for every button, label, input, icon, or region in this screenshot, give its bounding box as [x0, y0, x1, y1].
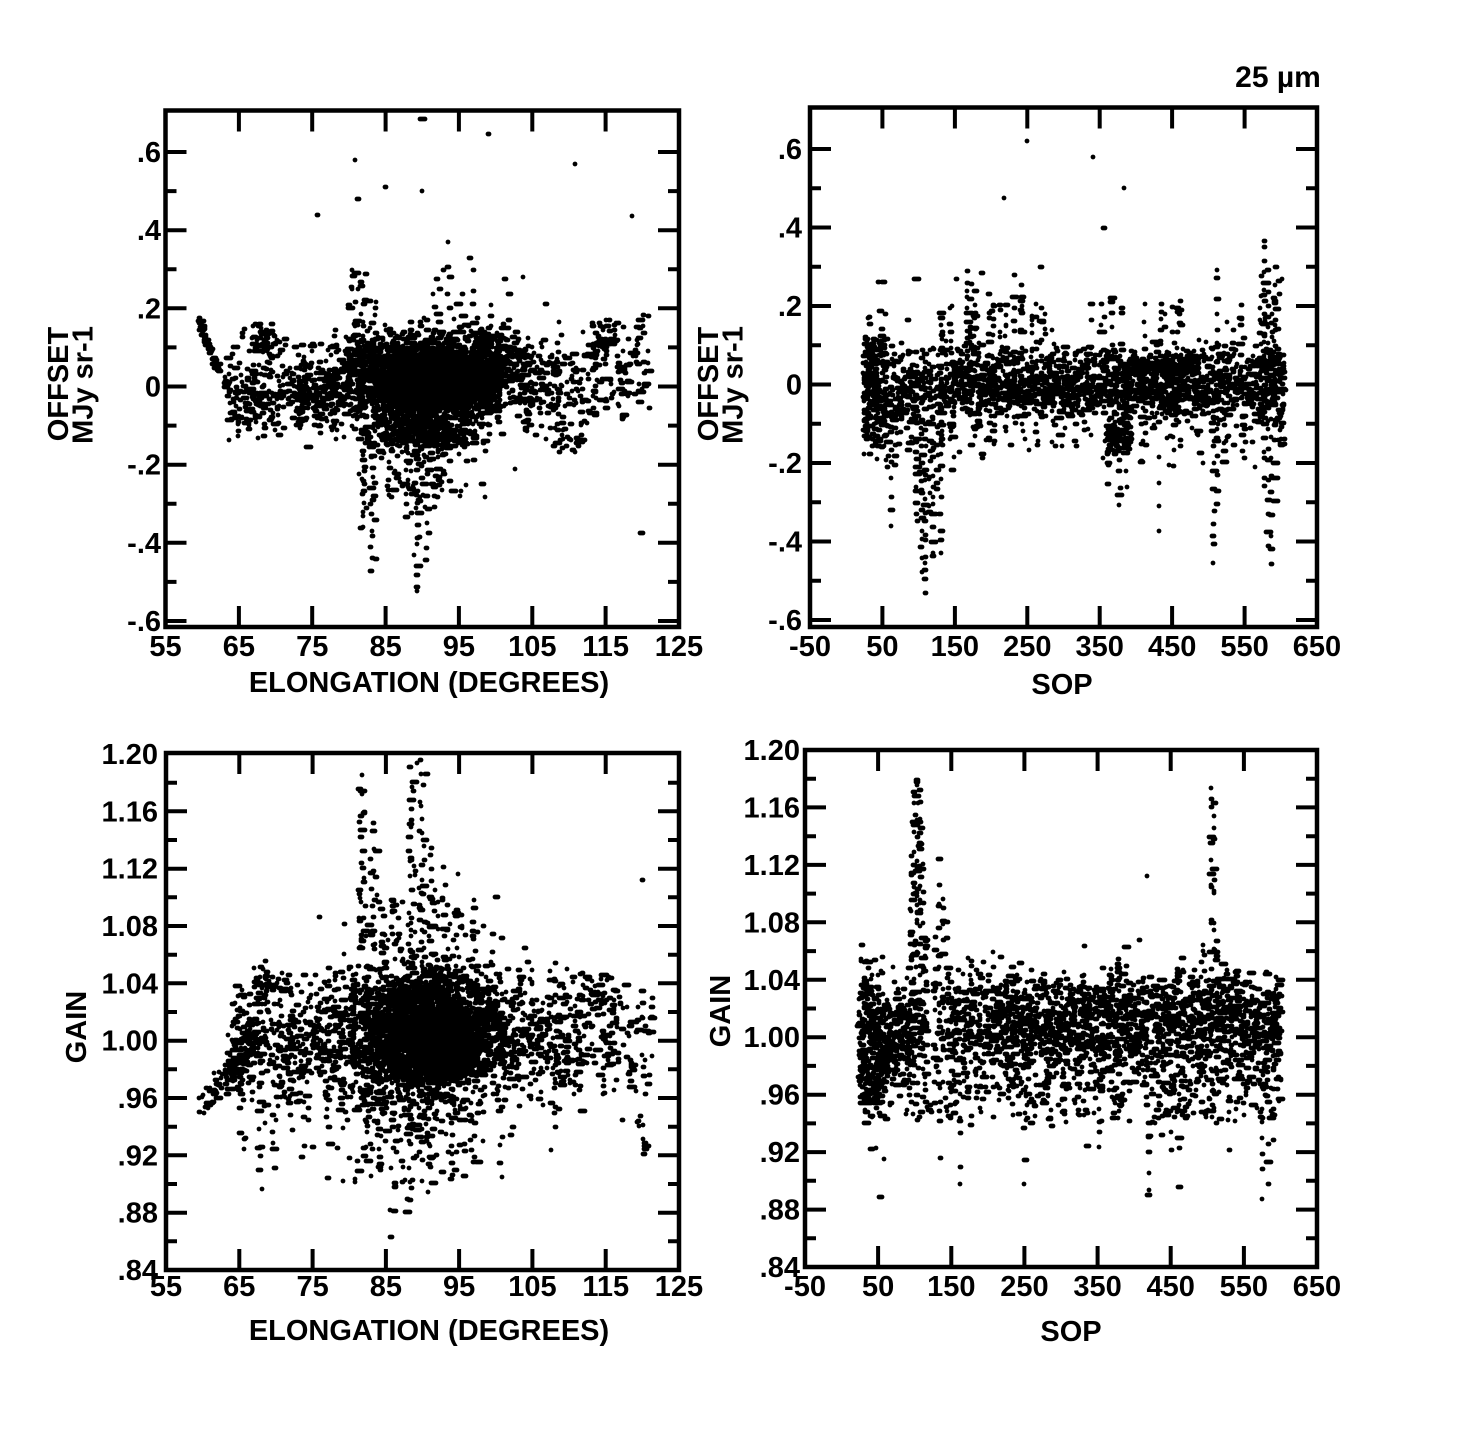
svg-text:MJy sr-1: MJy sr-1	[718, 326, 750, 444]
svg-text:95: 95	[443, 1271, 475, 1303]
svg-text:75: 75	[296, 631, 328, 663]
svg-text:650: 650	[1293, 631, 1341, 663]
svg-text:65: 65	[223, 1271, 255, 1303]
svg-text:450: 450	[1147, 1271, 1195, 1303]
svg-text:1.12: 1.12	[744, 850, 800, 882]
svg-text:1.20: 1.20	[102, 739, 158, 771]
svg-text:.88: .88	[118, 1198, 158, 1230]
svg-text:55: 55	[150, 1271, 182, 1303]
svg-text:1.08: 1.08	[102, 911, 158, 943]
svg-text:-.6: -.6	[127, 606, 161, 638]
svg-text:55: 55	[149, 631, 181, 663]
svg-text:0: 0	[145, 372, 161, 404]
svg-text:.92: .92	[118, 1140, 158, 1172]
svg-text:1.16: 1.16	[102, 796, 158, 828]
svg-text:.4: .4	[137, 215, 161, 247]
svg-text:.2: .2	[778, 291, 802, 323]
svg-text:115: 115	[582, 1271, 629, 1303]
svg-text:95: 95	[443, 631, 475, 663]
svg-text:350: 350	[1073, 1271, 1121, 1303]
svg-text:GAIN: GAIN	[705, 975, 737, 1048]
svg-text:105: 105	[508, 1271, 556, 1303]
svg-text:MJy sr-1: MJy sr-1	[68, 326, 100, 444]
svg-text:-.2: -.2	[768, 448, 802, 480]
svg-text:.4: .4	[778, 213, 802, 245]
svg-text:SOP: SOP	[1031, 669, 1092, 701]
svg-text:ELONGATION (DEGREES): ELONGATION (DEGREES)	[249, 667, 609, 699]
svg-text:.92: .92	[760, 1137, 800, 1169]
svg-text:.84: .84	[118, 1255, 158, 1287]
svg-text:.6: .6	[778, 134, 802, 166]
svg-text:115: 115	[582, 631, 629, 663]
svg-text:1.04: 1.04	[744, 965, 800, 997]
svg-text:-.4: -.4	[768, 527, 802, 559]
svg-text:50: 50	[866, 631, 898, 663]
svg-text:105: 105	[508, 631, 556, 663]
svg-text:-50: -50	[784, 1271, 826, 1303]
svg-text:25 µm: 25 µm	[1235, 61, 1321, 94]
svg-text:150: 150	[927, 1271, 975, 1303]
svg-text:.2: .2	[137, 293, 161, 325]
svg-text:250: 250	[1003, 631, 1051, 663]
svg-text:1.00: 1.00	[102, 1026, 158, 1058]
svg-text:.84: .84	[760, 1252, 800, 1284]
svg-text:.88: .88	[760, 1195, 800, 1227]
svg-text:.6: .6	[137, 137, 161, 169]
svg-text:-.4: -.4	[127, 528, 161, 560]
svg-text:50: 50	[862, 1271, 894, 1303]
svg-text:-.6: -.6	[768, 605, 802, 637]
svg-text:ELONGATION (DEGREES): ELONGATION (DEGREES)	[249, 1315, 609, 1347]
svg-text:650: 650	[1293, 1271, 1341, 1303]
svg-text:-.2: -.2	[127, 450, 161, 482]
svg-text:1.20: 1.20	[744, 735, 800, 767]
svg-text:125: 125	[655, 631, 703, 663]
svg-text:1.00: 1.00	[744, 1022, 800, 1054]
svg-text:550: 550	[1220, 631, 1268, 663]
svg-text:OFFSET: OFFSET	[693, 327, 725, 442]
svg-text:1.12: 1.12	[102, 854, 158, 886]
svg-text:125: 125	[655, 1271, 703, 1303]
svg-text:85: 85	[369, 631, 401, 663]
svg-text:-50: -50	[789, 631, 831, 663]
svg-text:1.08: 1.08	[744, 907, 800, 939]
svg-text:0: 0	[786, 370, 802, 402]
svg-text:150: 150	[931, 631, 979, 663]
svg-text:550: 550	[1220, 1271, 1268, 1303]
svg-text:GAIN: GAIN	[61, 991, 93, 1064]
svg-text:450: 450	[1148, 631, 1196, 663]
svg-text:65: 65	[223, 631, 255, 663]
svg-text:SOP: SOP	[1040, 1316, 1101, 1348]
svg-text:1.16: 1.16	[744, 792, 800, 824]
svg-text:.96: .96	[760, 1080, 800, 1112]
svg-text:350: 350	[1076, 631, 1124, 663]
svg-text:OFFSET: OFFSET	[43, 327, 75, 442]
svg-text:.96: .96	[118, 1083, 158, 1115]
svg-text:85: 85	[370, 1271, 402, 1303]
svg-text:75: 75	[296, 1271, 328, 1303]
svg-text:1.04: 1.04	[102, 968, 158, 1000]
svg-text:250: 250	[1000, 1271, 1048, 1303]
